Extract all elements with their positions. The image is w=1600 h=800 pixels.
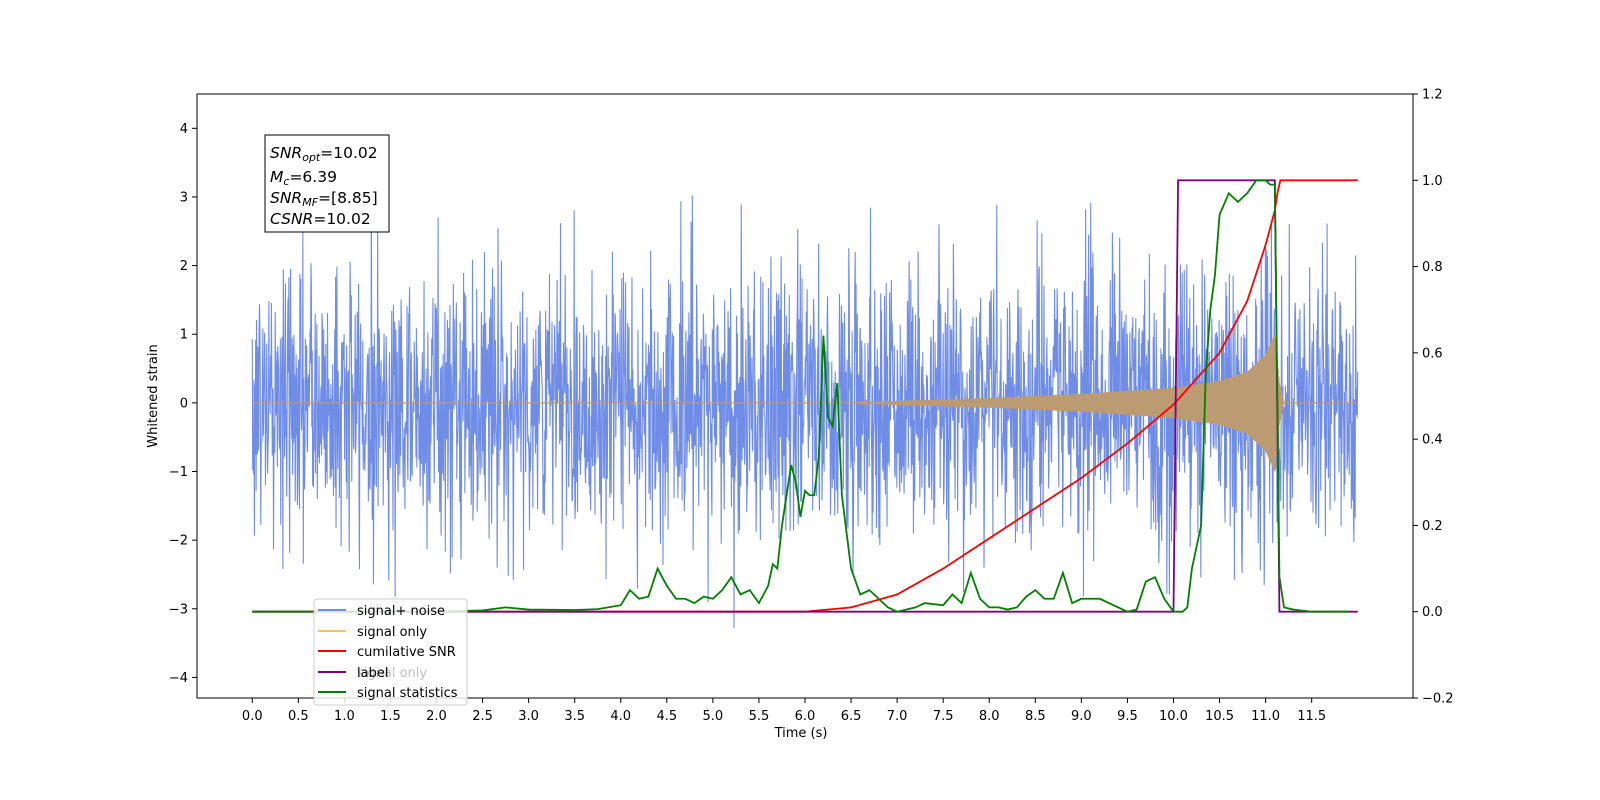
- x-tick-label: 3.0: [518, 709, 539, 724]
- ticks: 0.0 0.5 1.0 1.5 2.0 2.5 3.0 3.5 4.0 4.5 5.0 5.5 6.0 6…: [169, 88, 1454, 725]
- y2-tick-label: −0.2: [1422, 692, 1454, 707]
- series-signal-only: [252, 335, 1358, 472]
- legend-label-label: label: [357, 666, 388, 681]
- y-tick-label: 2: [180, 259, 188, 274]
- x-tick-label: 0.5: [288, 709, 309, 724]
- x-tick-label: 8.0: [979, 709, 1000, 724]
- y-tick-label: −4: [169, 671, 188, 686]
- x-tick-label: 2.5: [472, 709, 493, 724]
- x-tick-label: 8.5: [1025, 709, 1046, 724]
- legend-label-cumulative-snr: cumilative SNR: [357, 645, 456, 660]
- x-tick-label: 10.5: [1205, 709, 1234, 724]
- series-signal-noise: [251, 181, 1359, 629]
- series-label: [252, 179, 1358, 613]
- series-signal-statistics: [252, 179, 1349, 613]
- y-tick-label: −1: [169, 465, 188, 480]
- legend-frame: [313, 598, 468, 706]
- x-tick-label: 5.5: [749, 709, 770, 724]
- x-tick-label: 7.0: [887, 709, 908, 724]
- legend-label-signal-noise: signal+ noise: [357, 604, 445, 619]
- legend-ghost-text: signal only: [357, 666, 427, 681]
- x-tick-label: 1.5: [380, 709, 401, 724]
- x-tick-label: 6.0: [795, 709, 816, 724]
- x-tick-label: 9.5: [1117, 709, 1138, 724]
- y-tick-label: 1: [180, 328, 188, 343]
- y2-tick-label: 1.2: [1422, 88, 1443, 103]
- x-tick-label: 11.5: [1297, 709, 1326, 724]
- y2-tick-label: 0.6: [1422, 346, 1443, 361]
- x-tick-label: 6.5: [841, 709, 862, 724]
- y-tick-label: −3: [169, 602, 188, 617]
- x-tick-label: 7.5: [933, 709, 954, 724]
- y2-tick-label: 1.0: [1422, 174, 1443, 189]
- annotation-box: SNRopt=10.02 Mc=6.39 SNRMF=[8.85] CSNR=1…: [264, 134, 390, 233]
- x-axis-label: Time (s): [774, 726, 828, 741]
- y-tick-label: 0: [180, 396, 188, 411]
- y-tick-label: 4: [180, 122, 188, 137]
- legend: signal only signal+ noise signal only cu…: [313, 598, 468, 706]
- csnr-line: CSNR=10.02: [270, 210, 371, 228]
- legend-label-signal-only: signal only: [357, 625, 427, 640]
- snr-opt-line: SNRopt=10.02: [270, 144, 378, 164]
- x-tick-label: 5.0: [703, 709, 724, 724]
- x-tick-label: 11.0: [1251, 709, 1280, 724]
- x-tick-label: 0.0: [242, 709, 263, 724]
- mc-line: Mc=6.39: [270, 168, 337, 188]
- y-tick-label: 3: [180, 190, 188, 205]
- y2-tick-label: 0.0: [1422, 605, 1443, 620]
- x-tick-label: 10.0: [1159, 709, 1188, 724]
- x-tick-label: 4.0: [610, 709, 631, 724]
- y2-tick-label: 0.4: [1422, 433, 1443, 448]
- x-tick-label: 3.5: [564, 709, 585, 724]
- x-tick-label: 9.0: [1071, 709, 1092, 724]
- y-tick-label: −2: [169, 534, 188, 549]
- x-tick-label: 4.5: [656, 709, 677, 724]
- y2-tick-label: 0.2: [1422, 519, 1443, 534]
- annotation-frame: [264, 134, 390, 233]
- x-tick-label: 1.0: [334, 709, 355, 724]
- y2-tick-label: 0.8: [1422, 260, 1443, 275]
- legend-label-signal-statistics: signal statistics: [357, 686, 458, 701]
- x-tick-label: 2.0: [426, 709, 447, 724]
- snr-mf-line: SNRMF=[8.85]: [270, 189, 378, 209]
- y-axis-label: Whitened strain: [146, 344, 161, 447]
